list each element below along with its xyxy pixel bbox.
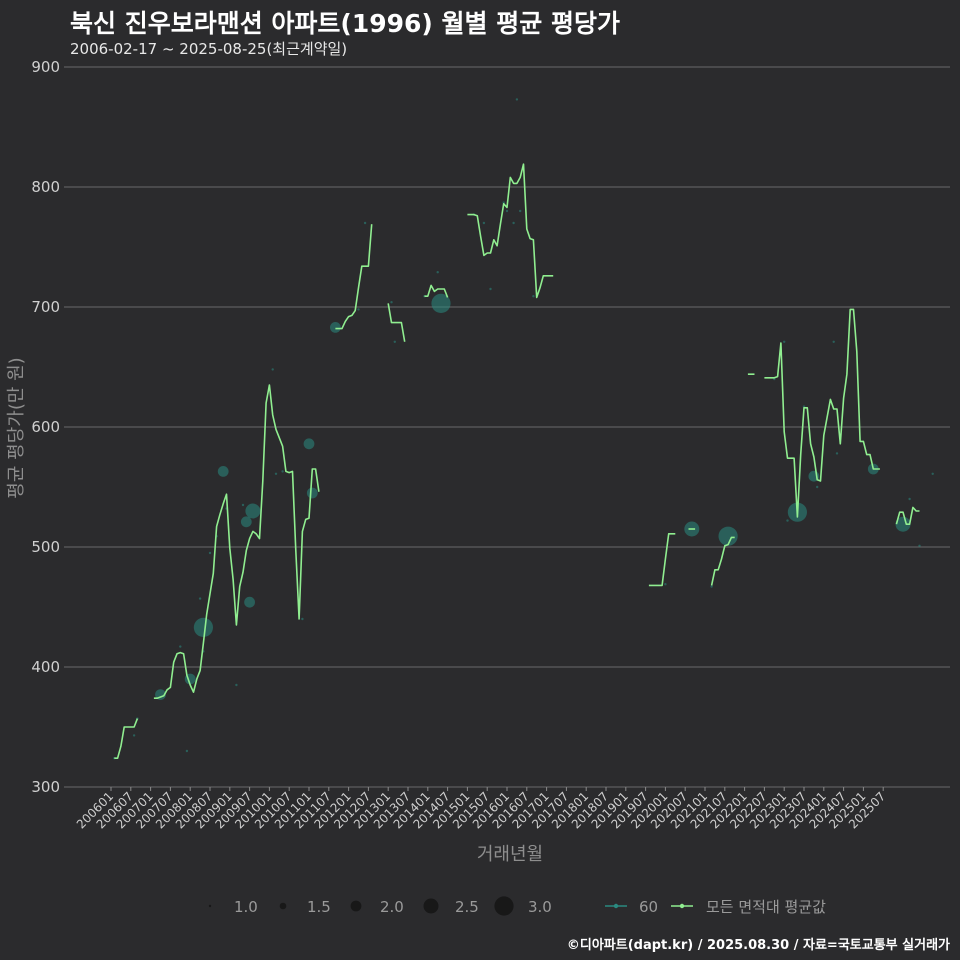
data-point — [783, 340, 786, 343]
legend-size-key — [494, 896, 514, 916]
y-axis-ticks: 300 400 500 600 700 800 900 — [31, 58, 60, 796]
average-line — [114, 163, 920, 759]
data-point — [208, 551, 212, 555]
data-point — [185, 749, 189, 753]
avg-line-segment — [153, 384, 320, 699]
data-point — [363, 221, 367, 225]
data-point — [281, 470, 284, 473]
avg-line-segment — [895, 506, 920, 525]
legend-size-label: 2.0 — [380, 898, 404, 916]
legend-size-label: 2.5 — [455, 898, 479, 916]
legend-size-label: 3.0 — [528, 898, 552, 916]
data-point — [240, 516, 252, 528]
legend-60-point — [613, 903, 619, 909]
avg-line-segment — [648, 533, 676, 587]
data-point — [274, 472, 278, 475]
data-point — [505, 209, 509, 213]
y-tick-label: 900 — [31, 58, 60, 76]
data-point — [179, 645, 182, 648]
y-tick-label: 600 — [31, 418, 60, 436]
legend-size-key — [423, 898, 439, 914]
data-point — [271, 368, 274, 371]
data-point — [301, 617, 304, 621]
x-axis-ticks: 2006012006072007012007072008012008072009… — [74, 787, 888, 832]
avg-line-segment — [710, 536, 735, 586]
legend-size-label: 1.5 — [307, 898, 331, 916]
y-tick-label: 500 — [31, 538, 60, 556]
data-point — [217, 466, 229, 477]
data-point — [532, 295, 535, 298]
avg-line-segment — [467, 163, 554, 299]
data-point — [816, 485, 819, 489]
chart-title: 북신 진우보라맨션 아파트(1996) 월별 평균 평당가 — [70, 9, 620, 38]
data-point — [835, 452, 839, 455]
data-point — [235, 683, 238, 687]
y-tick-label: 300 — [31, 778, 60, 796]
data-point — [512, 221, 515, 225]
y-tick-label: 400 — [31, 658, 60, 676]
legend-size-key — [350, 900, 362, 912]
data-point — [431, 293, 451, 313]
scatter-points — [113, 98, 934, 760]
data-point — [436, 271, 439, 274]
legend: 1.0 1.5 2.0 2.5 3.0 60 모든 면적대 평균값 — [208, 896, 826, 916]
data-point — [244, 596, 256, 608]
data-point — [895, 516, 911, 532]
data-point — [786, 519, 789, 522]
chart-subtitle: 2006-02-17 ~ 2025-08-25(최근계약일) — [70, 40, 348, 58]
data-point — [245, 503, 261, 519]
y-tick-label: 800 — [31, 178, 60, 196]
data-point — [718, 526, 738, 546]
data-point — [193, 617, 213, 638]
y-tick-label: 700 — [31, 298, 60, 316]
data-point — [393, 340, 396, 343]
data-point — [330, 322, 341, 333]
avg-line-segment — [335, 224, 373, 330]
data-point — [502, 201, 505, 204]
legend-avg-label: 모든 면적대 평균값 — [706, 898, 826, 916]
data-point — [241, 503, 245, 507]
legend-avg-point — [679, 903, 685, 909]
avg-line-segment — [387, 303, 406, 342]
data-point — [519, 209, 522, 213]
data-point — [908, 497, 911, 501]
avg-line-segment — [424, 284, 449, 298]
legend-size-label: 1.0 — [234, 898, 258, 916]
x-axis-label: 거래년월 — [477, 844, 543, 865]
data-point — [515, 98, 519, 101]
data-point — [489, 287, 492, 291]
data-point — [390, 301, 393, 304]
data-point — [132, 734, 136, 737]
y-axis-label: 평균 평당가(만 원) — [6, 357, 27, 498]
legend-size-key — [279, 902, 287, 910]
data-point — [931, 472, 934, 475]
data-point — [357, 308, 360, 311]
legend-size-key — [208, 904, 212, 908]
data-point — [198, 597, 202, 600]
data-point — [832, 340, 835, 343]
data-point — [664, 583, 667, 586]
avg-line-segment — [764, 308, 880, 518]
data-point — [918, 544, 921, 547]
source-credit: ©디아파트(dapt.kr) / 2025.08.30 / 자료=국토교통부 실… — [566, 938, 950, 953]
legend-60-label: 60 — [639, 898, 658, 916]
data-point — [482, 221, 486, 225]
data-point — [306, 487, 318, 499]
avg-line-segment — [114, 718, 139, 759]
data-point — [710, 585, 713, 588]
data-point — [303, 438, 315, 450]
